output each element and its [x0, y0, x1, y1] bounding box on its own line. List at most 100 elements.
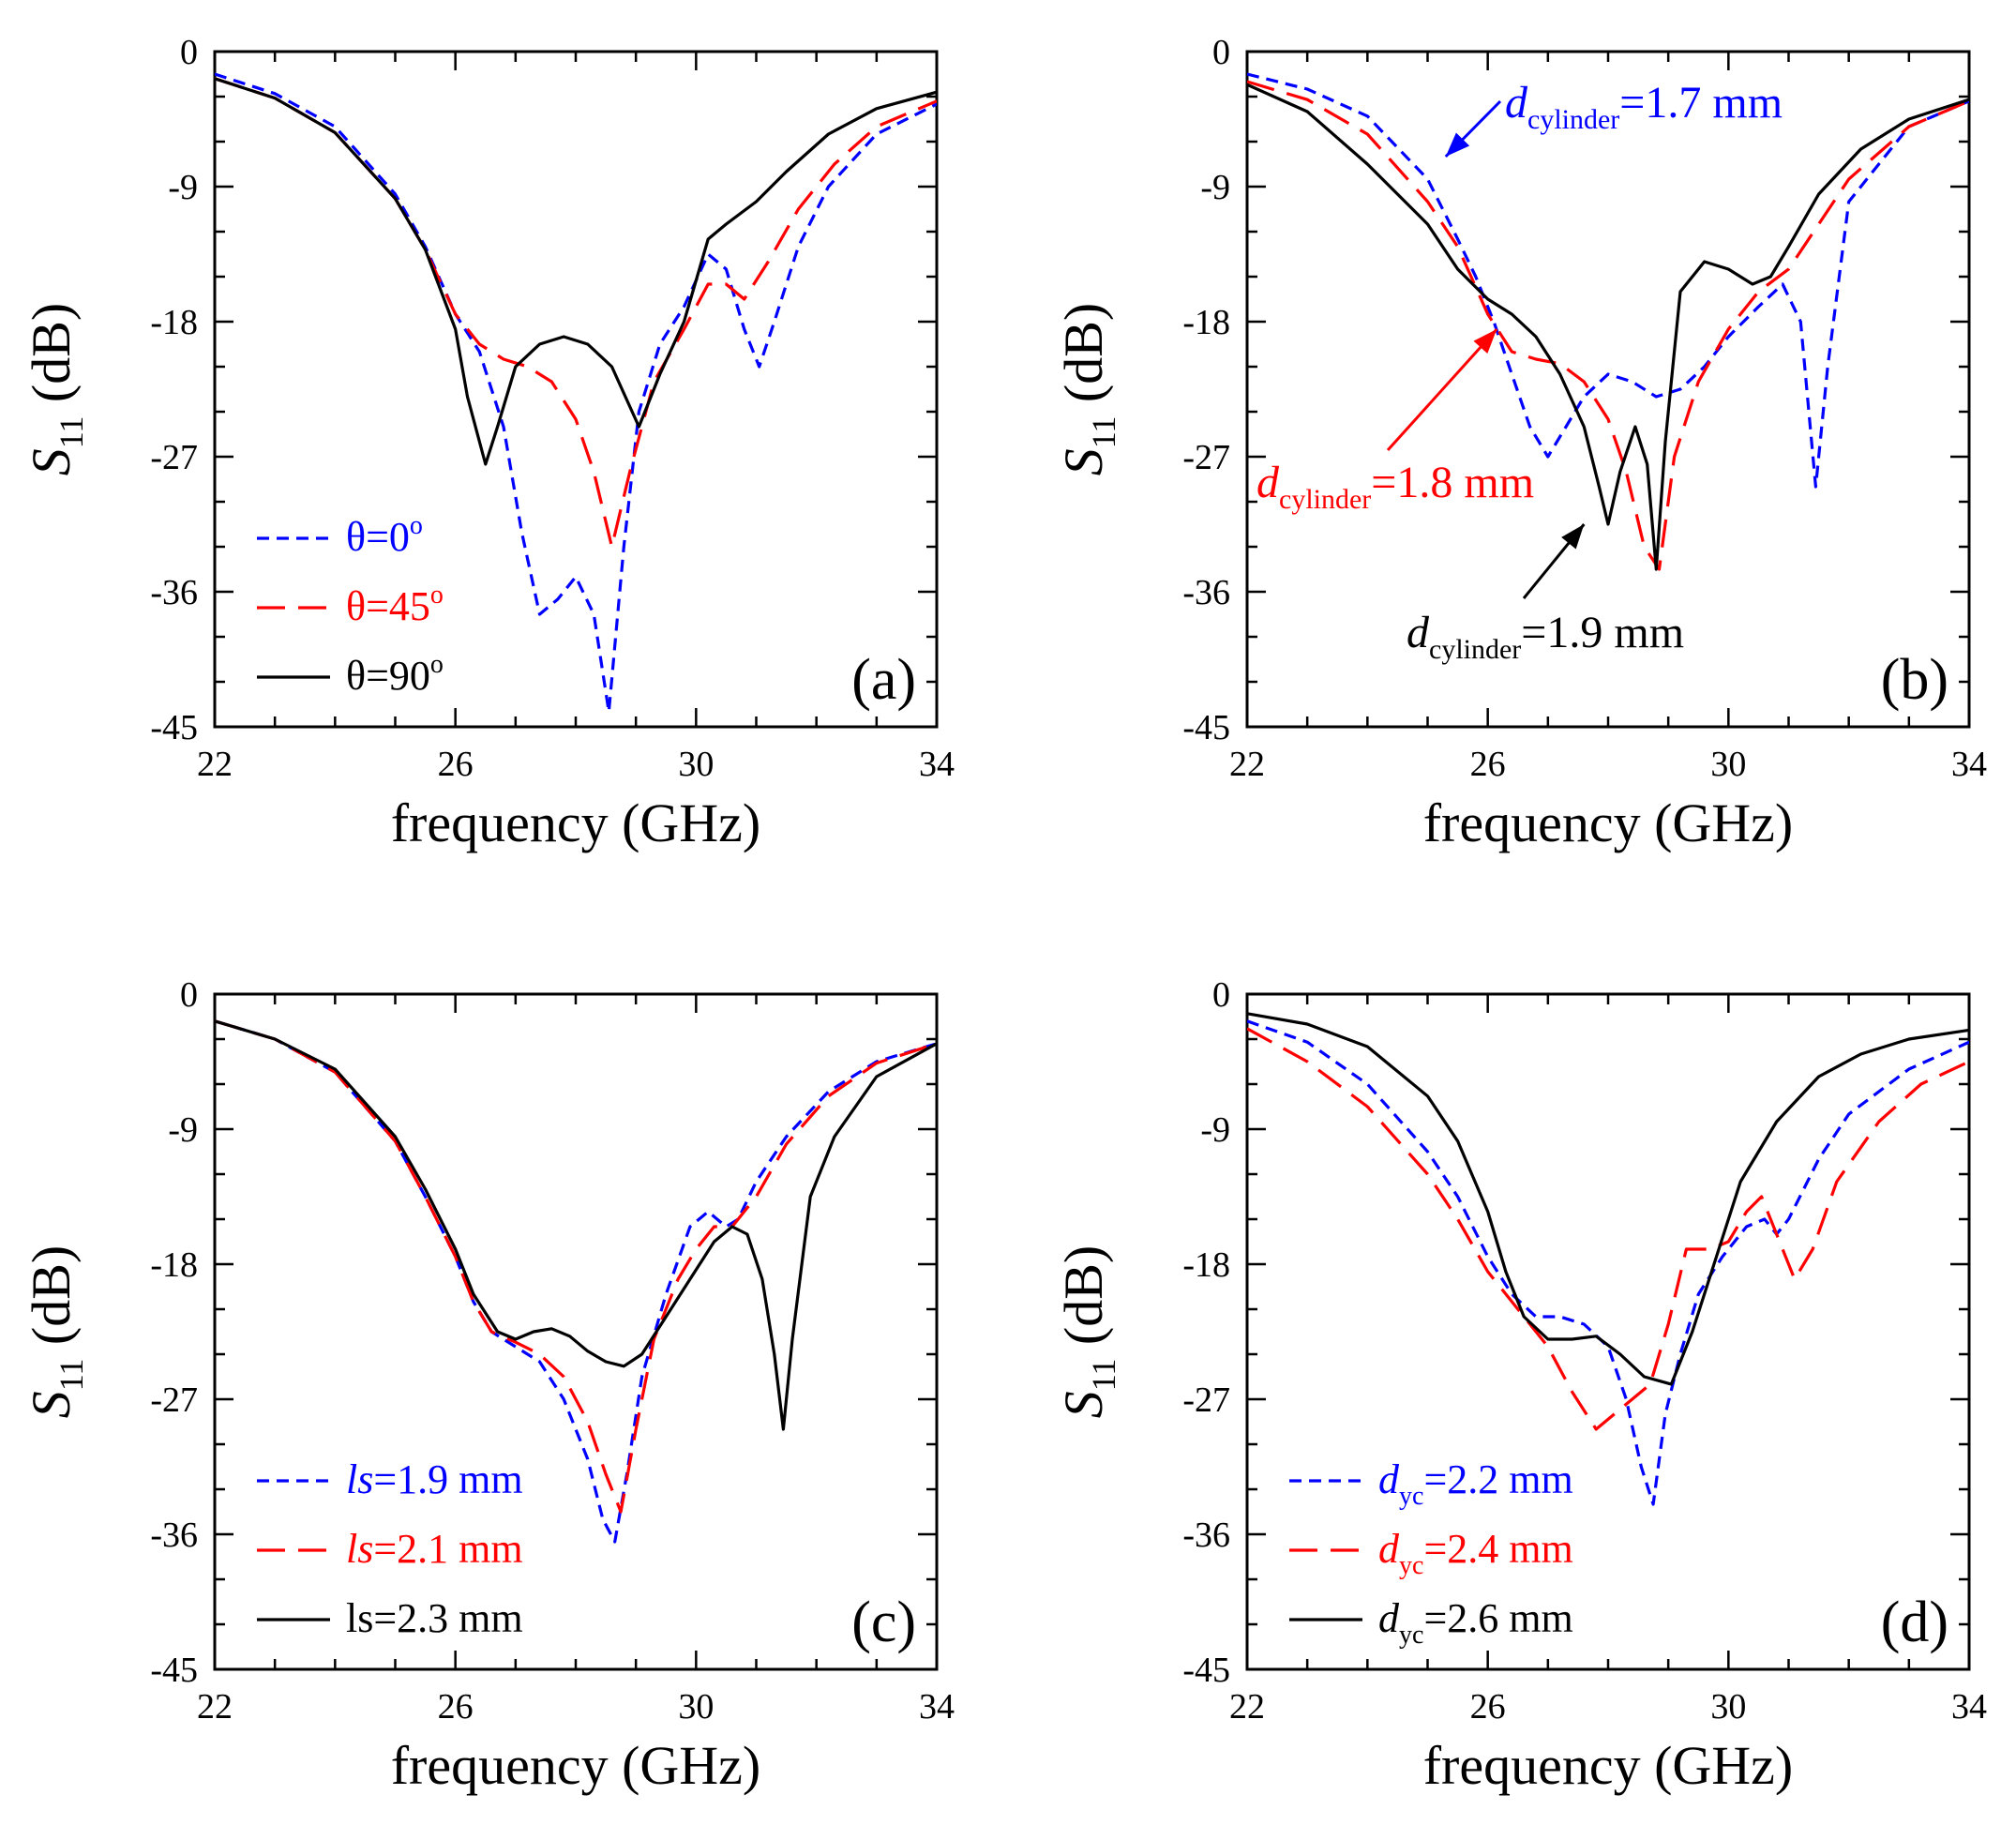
- x-axis-label: frequency (GHz): [391, 1735, 761, 1796]
- y-tick-label: -18: [150, 303, 198, 342]
- legend-main: d: [1378, 1456, 1400, 1502]
- legend-entry: ls=2.3 mm: [346, 1595, 523, 1641]
- y-axis-label-unit: (dB): [1053, 303, 1114, 416]
- x-tick-label: 26: [438, 1687, 474, 1727]
- annotation-arrow-head: [1445, 132, 1470, 157]
- chart-panel-4: 22 26 30 34 0 -9 -18 -27 -36 -45 frequency (GHz) S1…: [1053, 975, 1987, 1796]
- annotation-arrow-shaft: [1386, 327, 1498, 452]
- x-axis-label: frequency (GHz): [391, 792, 761, 853]
- x-tick-label: 34: [919, 745, 955, 784]
- series-group: [215, 72, 937, 714]
- series-group: [1247, 72, 1969, 571]
- legend-suffix: =2.3 mm: [373, 1595, 522, 1641]
- y-axis-label-unit: (dB): [21, 303, 82, 416]
- y-axis-label: S11 (dB): [21, 1245, 90, 1419]
- y-axis-label-main: S: [1053, 448, 1114, 475]
- legend-sub: yc: [1399, 1621, 1423, 1650]
- annotation-main: d: [1505, 78, 1528, 128]
- x-tick-label: 22: [1229, 1687, 1265, 1727]
- annotation-label: dcylinder=1.8 mm: [1256, 458, 1534, 515]
- y-tick-label: -18: [1182, 1245, 1230, 1285]
- annotation-main: d: [1256, 458, 1280, 507]
- x-tick-label: 30: [678, 1687, 714, 1727]
- y-tick-label: -36: [1182, 573, 1230, 612]
- legend-suffix: =2.4 mm: [1423, 1526, 1572, 1572]
- legend-entry: ls=1.9 mm: [346, 1456, 523, 1502]
- legend-entry: dyc=2.4 mm: [1378, 1526, 1573, 1580]
- x-tick-label: 34: [919, 1687, 955, 1727]
- panel-label: (c): [851, 1591, 916, 1654]
- y-tick-label: -9: [1200, 1110, 1230, 1150]
- y-axis-label-sub: 11: [53, 416, 90, 449]
- legend-entry: θ=45o: [346, 581, 444, 629]
- y-tick-label: -18: [1182, 303, 1230, 342]
- legend-main: d: [1378, 1595, 1400, 1641]
- y-axis-label: S11 (dB): [1053, 303, 1122, 476]
- y-tick-label: -27: [150, 438, 198, 477]
- series-group: [215, 1019, 937, 1544]
- series-line-dyc-2-6-mm: [1247, 1012, 1969, 1386]
- y-axis-label-main: S: [1053, 1391, 1114, 1418]
- legend-suffix: =2.2 mm: [1423, 1456, 1572, 1502]
- legend-sup: o: [430, 581, 444, 610]
- x-tick-label: 30: [1710, 1687, 1746, 1727]
- y-axis-label-unit: (dB): [1053, 1245, 1114, 1359]
- series-line-dcylinder-1-9-mm: [1247, 83, 1969, 571]
- legend-main: ls: [346, 1595, 373, 1641]
- legend-suffix: =2.1 mm: [373, 1526, 522, 1572]
- x-tick-label: 22: [197, 1687, 233, 1727]
- legend-sub: yc: [1399, 1482, 1423, 1511]
- annotation-sub: cylinder: [1429, 634, 1521, 665]
- y-axis-label: S11 (dB): [1053, 1245, 1122, 1419]
- y-tick-label: -27: [150, 1380, 198, 1420]
- y-tick-label: -45: [1182, 708, 1230, 747]
- x-tick-label: 26: [1470, 1687, 1506, 1727]
- legend-entry: ls=2.1 mm: [346, 1526, 523, 1572]
- y-tick-label: -45: [1182, 1651, 1230, 1690]
- series-line-dyc-2-4-mm: [1247, 1027, 1969, 1431]
- legend-sup: o: [430, 650, 444, 679]
- legend-entry: dyc=2.6 mm: [1378, 1595, 1573, 1650]
- y-tick-label: -18: [150, 1245, 198, 1285]
- annotation-suffix: =1.9 mm: [1521, 608, 1684, 657]
- x-axis-label: frequency (GHz): [1423, 1735, 1794, 1796]
- panel-label: (d): [1881, 1591, 1948, 1654]
- x-tick-label: 22: [1229, 745, 1265, 784]
- series-line-ls-2-3-mm: [215, 1019, 937, 1431]
- series-line-dcylinder-1-8-mm: [1247, 80, 1969, 571]
- annotation-label: dcylinder=1.7 mm: [1505, 78, 1783, 135]
- annotation-arrow-head: [1561, 524, 1585, 550]
- series-line--90o: [215, 77, 937, 466]
- chart-panel-3: 22 26 30 34 0 -9 -18 -27 -36 -45 frequency (GHz) S1…: [21, 975, 955, 1796]
- y-axis-label-main: S: [21, 1391, 82, 1418]
- y-tick-label: -27: [1182, 438, 1230, 477]
- y-axis-label: S11 (dB): [21, 303, 90, 476]
- annotation-suffix: =1.8 mm: [1371, 458, 1534, 507]
- series-line-dyc-2-2-mm: [1247, 1019, 1969, 1506]
- legend-sup: o: [410, 511, 423, 540]
- annotation-label: dcylinder=1.9 mm: [1407, 608, 1684, 665]
- y-tick-label: -36: [150, 1516, 198, 1555]
- legend-sub: yc: [1399, 1551, 1423, 1580]
- y-tick-label: -36: [1182, 1516, 1230, 1555]
- legend-main: ls: [346, 1456, 373, 1502]
- annotation-sub: cylinder: [1527, 104, 1619, 135]
- chart-panel-1: 22 26 30 34 0 -9 -18 -27 -36 -45 frequency (GHz) S1…: [21, 33, 955, 853]
- y-axis-label-sub: 11: [1085, 1359, 1122, 1392]
- legend-entry: θ=90o: [346, 650, 444, 699]
- legend-main: ls: [346, 1526, 373, 1572]
- annotation-arrow-head: [1473, 329, 1497, 354]
- legend-main: θ=0: [346, 514, 410, 560]
- series-line-ls-2-1-mm: [215, 1019, 937, 1514]
- legend-entry: dyc=2.2 mm: [1378, 1456, 1573, 1511]
- legend-suffix: =1.9 mm: [373, 1456, 522, 1502]
- y-axis-label-sub: 11: [53, 1359, 90, 1392]
- x-tick-label: 26: [438, 745, 474, 784]
- y-tick-label: 0: [180, 975, 198, 1015]
- legend-main: d: [1378, 1526, 1400, 1572]
- y-tick-label: 0: [180, 33, 198, 72]
- x-axis-label: frequency (GHz): [1423, 792, 1794, 853]
- legend-suffix: =2.6 mm: [1423, 1595, 1572, 1641]
- legend-entry: θ=0o: [346, 511, 423, 560]
